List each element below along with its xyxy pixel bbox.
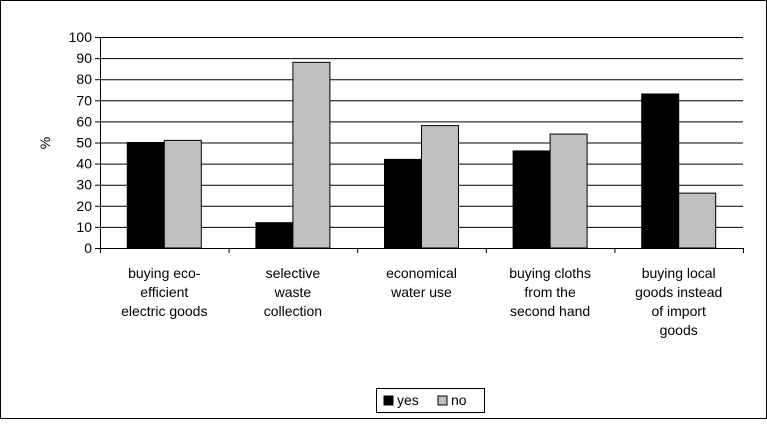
x-category-label-line: selective [266,265,321,281]
x-category-label-line: buying eco- [128,265,201,281]
y-tick-label: 60 [76,113,92,129]
bar-yes [641,93,680,249]
y-tick-label: 30 [76,177,92,193]
bar-no [163,139,202,249]
x-category-label-line: goods instead [635,284,722,300]
x-category-label-line: buying cloths [509,265,591,281]
y-tick-label: 0 [84,240,92,256]
bar-no [678,192,717,249]
x-category-label-line: second hand [510,303,590,319]
y-tick-label: 80 [76,71,92,87]
y-tick-label: 20 [76,198,92,214]
y-axis-label: % [37,137,53,149]
y-tick-label: 70 [76,92,92,108]
x-category-label-line: buying local [642,265,716,281]
x-category-label: selective waste collection [264,265,322,319]
legend-swatch-no [437,395,448,406]
bar-yes [255,222,294,249]
y-tick-label: 40 [76,156,92,172]
y-tick-label: 10 [76,219,92,235]
axis-labels: 0 10 20 30 40 50 60 70 80 90 100 buying eco-efficie… [69,29,723,338]
bar-no [292,61,331,249]
legend-label-no: no [451,392,467,408]
x-category-label-line: water use [390,284,452,300]
legend: yes no [376,388,485,413]
axes [95,37,744,253]
bar-no [421,125,459,249]
bar-yes [126,142,165,249]
gridlines [100,37,743,228]
y-tick-label: 50 [76,135,92,151]
x-category-label-line: goods [660,322,698,338]
x-category-label: buying local goods instead of import goods [635,265,722,338]
x-category-label-line: economical [386,265,457,281]
bar-yes [512,150,551,249]
legend-label-yes: yes [397,392,419,408]
bar-no [549,133,588,249]
bar-yes [384,158,422,249]
x-category-label-line: from the [524,284,576,300]
x-category-label-line: efficient [140,284,188,300]
legend-box [376,388,485,413]
x-category-label-line: waste [274,284,312,300]
x-category-label: economical water use [386,265,457,300]
x-category-label-line: of import [651,303,706,319]
x-category-label-line: electric goods [121,303,207,319]
x-category-label: buying cloths from the second hand [509,265,591,319]
legend-swatch-yes [383,395,394,406]
y-tick-label: 100 [69,29,93,45]
x-category-label-line: collection [264,303,322,319]
x-category-label: buying eco-efficient electric goods [121,265,207,319]
y-tick-label: 90 [76,50,92,66]
